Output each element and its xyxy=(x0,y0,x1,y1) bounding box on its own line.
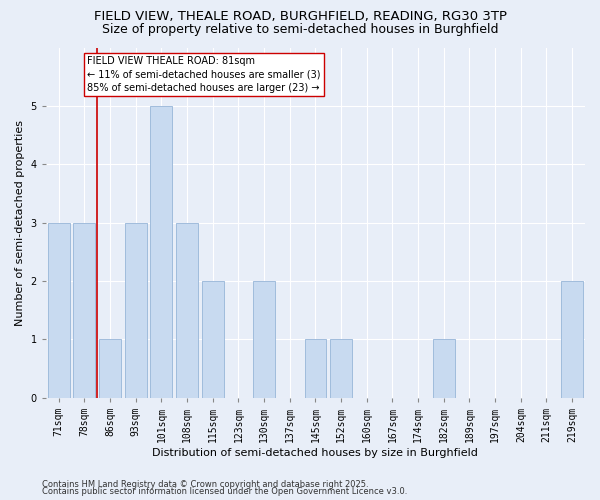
Bar xyxy=(561,281,583,398)
Bar xyxy=(48,222,70,398)
Text: Size of property relative to semi-detached houses in Burghfield: Size of property relative to semi-detach… xyxy=(102,22,498,36)
Text: FIELD VIEW THEALE ROAD: 81sqm
← 11% of semi-detached houses are smaller (3)
85% : FIELD VIEW THEALE ROAD: 81sqm ← 11% of s… xyxy=(87,56,320,92)
Bar xyxy=(202,281,224,398)
Bar xyxy=(433,340,455,398)
Bar xyxy=(305,340,326,398)
Bar xyxy=(99,340,121,398)
Text: Contains public sector information licensed under the Open Government Licence v3: Contains public sector information licen… xyxy=(42,487,407,496)
Bar xyxy=(151,106,172,398)
Bar xyxy=(73,222,95,398)
Bar xyxy=(176,222,198,398)
Bar xyxy=(253,281,275,398)
Text: Contains HM Land Registry data © Crown copyright and database right 2025.: Contains HM Land Registry data © Crown c… xyxy=(42,480,368,489)
Bar xyxy=(125,222,146,398)
Bar xyxy=(330,340,352,398)
Y-axis label: Number of semi-detached properties: Number of semi-detached properties xyxy=(15,120,25,326)
Text: FIELD VIEW, THEALE ROAD, BURGHFIELD, READING, RG30 3TP: FIELD VIEW, THEALE ROAD, BURGHFIELD, REA… xyxy=(94,10,506,23)
X-axis label: Distribution of semi-detached houses by size in Burghfield: Distribution of semi-detached houses by … xyxy=(152,448,478,458)
